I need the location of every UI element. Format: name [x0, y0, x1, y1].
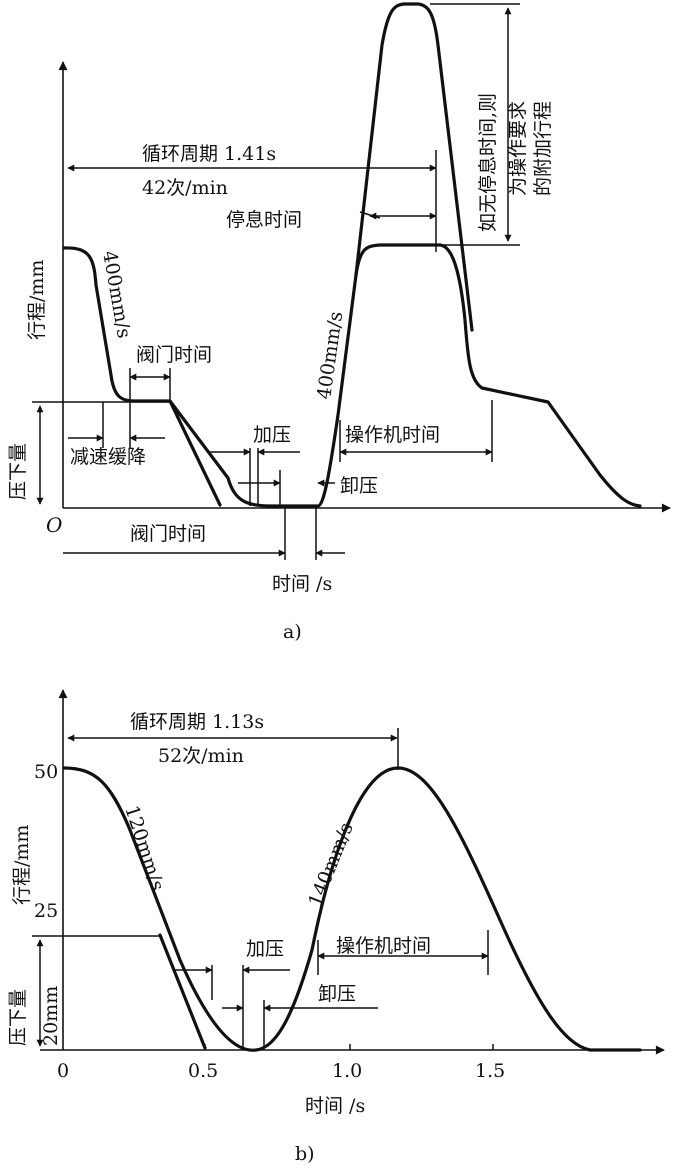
b-pressurize: 加压 [246, 938, 284, 960]
b-press-depth-value: 20mm [40, 986, 62, 1046]
a-valve-time-bottom: 阀门时间 [130, 523, 206, 545]
a-valve-time-top: 阀门时间 [136, 344, 212, 366]
a-stroke-curve [62, 243, 642, 508]
b-manipulator-time: 操作机时间 [336, 935, 431, 957]
a-dwell-leader [359, 211, 381, 219]
a-x-axis-label: 时间 /s [272, 573, 332, 595]
b-depressurize: 卸压 [318, 983, 356, 1005]
b-x-tick-0: 0 [57, 1060, 69, 1082]
a-decel-descent: 减速缓降 [70, 446, 146, 468]
b-y-axis-label: 行程/mm [11, 825, 33, 905]
b-caption: b) [295, 1143, 315, 1165]
b-y-tick-25: 25 [34, 900, 58, 922]
b-x-ticks: 0 0.5 1.0 1.5 [57, 1060, 505, 1082]
a-extra-stroke-curve [354, 2, 474, 332]
b-down-speed: 120mm/s [120, 803, 168, 894]
a-press-depth: 压下量 [7, 443, 29, 500]
b-y-tick-50: 50 [34, 761, 58, 783]
b-cycle-period: 循环周期 1.13s [130, 711, 264, 733]
b-valve-branch [158, 933, 207, 1050]
a-cycle-period: 循环周期 1.41s [142, 143, 276, 165]
a-extra-note-3: 的附加行程 [532, 101, 554, 196]
a-origin: O [46, 513, 62, 537]
figure-b: 50 25 0 0.5 1.0 1.5 循环周期 1.13s 52次/min 1… [7, 689, 665, 1165]
a-y-axis-label: 行程/mm [26, 260, 48, 340]
a-pressurize: 加压 [253, 424, 291, 446]
b-cycle-rate: 52次/min [158, 745, 244, 767]
figure-a: 循环周期 1.41s 42次/min 停息时间 如无停息时间,则 为操作要求 的… [7, 2, 671, 643]
b-x-axis-label: 时间 /s [305, 1095, 365, 1117]
a-cycle-rate: 42次/min [142, 177, 228, 199]
b-y-ticks: 50 25 [34, 761, 58, 922]
b-press-depth: 压下量 [7, 989, 29, 1046]
a-valve-branch [168, 399, 222, 507]
a-dwell-time: 停息时间 [226, 209, 302, 231]
b-x-tick-05: 0.5 [188, 1060, 218, 1082]
a-extra-note-2: 为操作要求 [507, 101, 529, 196]
b-x-tick-15: 1.5 [475, 1060, 505, 1082]
a-extra-note-1: 如无停息时间,则 [477, 93, 499, 232]
b-up-speed: 140mm/s [304, 820, 358, 910]
a-manipulator-time: 操作机时间 [345, 424, 440, 446]
a-depressurize: 卸压 [340, 475, 378, 497]
b-x-tick-10: 1.0 [332, 1060, 362, 1082]
a-caption: a) [283, 621, 302, 643]
